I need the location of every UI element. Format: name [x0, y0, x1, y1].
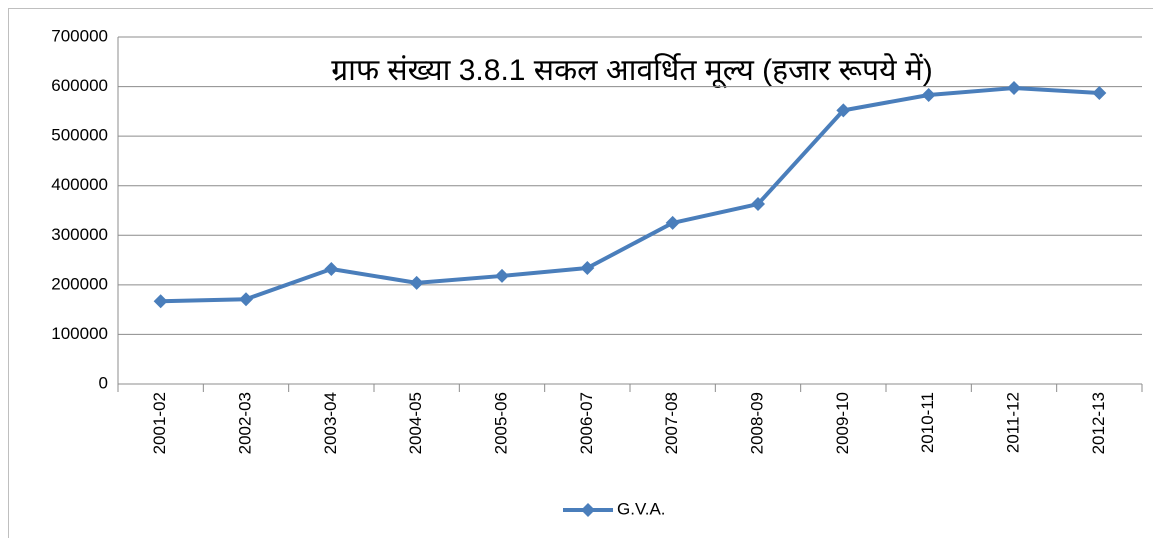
y-tick-label: 100000	[51, 324, 108, 343]
y-tick-label: 300000	[51, 225, 108, 244]
marker	[410, 276, 424, 290]
marker	[495, 269, 509, 283]
legend-marker	[581, 503, 595, 517]
marker	[666, 216, 680, 230]
x-tick-label: 2010-11	[918, 392, 937, 453]
x-tick-label: 2001-02	[150, 392, 169, 454]
x-tick-label: 2003-04	[321, 392, 340, 454]
y-tick-label: 600000	[51, 76, 108, 95]
x-tick-label: 2012-13	[1089, 392, 1108, 454]
marker	[324, 262, 338, 276]
chart-title: ग्राफ संख्या 3.8.1 सकल आवर्धित मूल्य (हज…	[331, 53, 933, 89]
marker	[154, 294, 168, 308]
x-tick-label: 2009-10	[833, 392, 852, 454]
x-tick-label: 2008-09	[747, 392, 766, 454]
marker	[580, 261, 594, 275]
marker	[1007, 81, 1021, 95]
marker	[922, 88, 936, 102]
x-tick-label: 2005-06	[491, 392, 510, 454]
x-tick-label: 2006-07	[577, 392, 596, 454]
y-tick-label: 500000	[51, 126, 108, 145]
x-tick-label: 2011-12	[1003, 392, 1022, 453]
y-tick-label: 0	[99, 373, 108, 392]
y-tick-label: 400000	[51, 175, 108, 194]
y-tick-label: 700000	[51, 26, 108, 45]
chart-frame	[9, 9, 1153, 539]
x-tick-label: 2002-03	[235, 392, 254, 454]
x-tick-label: 2004-05	[406, 392, 425, 454]
series-line	[161, 88, 1100, 301]
y-tick-label: 200000	[51, 274, 108, 293]
x-tick-label: 2007-08	[662, 392, 681, 454]
legend-label: G.V.A.	[617, 499, 666, 518]
marker	[1092, 86, 1106, 100]
marker	[239, 292, 253, 306]
